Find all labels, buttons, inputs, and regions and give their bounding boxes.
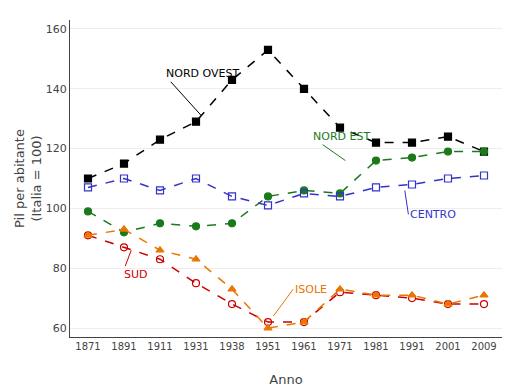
svg-text:1911: 1911 <box>147 341 172 352</box>
svg-text:100: 100 <box>46 202 67 215</box>
svg-text:CENTRO: CENTRO <box>410 208 456 221</box>
svg-text:Pil per abitante(Italia = 100): Pil per abitante(Italia = 100) <box>12 129 44 228</box>
svg-text:NORD EST: NORD EST <box>313 130 370 143</box>
svg-text:140: 140 <box>46 83 67 96</box>
svg-text:120: 120 <box>46 142 67 155</box>
svg-text:1891: 1891 <box>111 341 136 352</box>
svg-text:60: 60 <box>53 322 67 335</box>
svg-text:1981: 1981 <box>363 341 388 352</box>
svg-text:1961: 1961 <box>291 341 316 352</box>
svg-text:1938: 1938 <box>219 341 244 352</box>
svg-text:2009: 2009 <box>471 341 496 352</box>
svg-text:NORD OVEST: NORD OVEST <box>166 67 239 80</box>
svg-text:2001: 2001 <box>435 341 460 352</box>
svg-text:Anno: Anno <box>269 372 302 387</box>
svg-text:1971: 1971 <box>327 341 352 352</box>
svg-text:1931: 1931 <box>183 341 208 352</box>
svg-text:160: 160 <box>46 23 67 36</box>
svg-text:ISOLE: ISOLE <box>295 283 327 296</box>
svg-text:1951: 1951 <box>255 341 280 352</box>
svg-text:80: 80 <box>53 262 67 275</box>
svg-text:1991: 1991 <box>399 341 424 352</box>
svg-text:SUD: SUD <box>124 268 148 281</box>
svg-text:1871: 1871 <box>75 341 100 352</box>
